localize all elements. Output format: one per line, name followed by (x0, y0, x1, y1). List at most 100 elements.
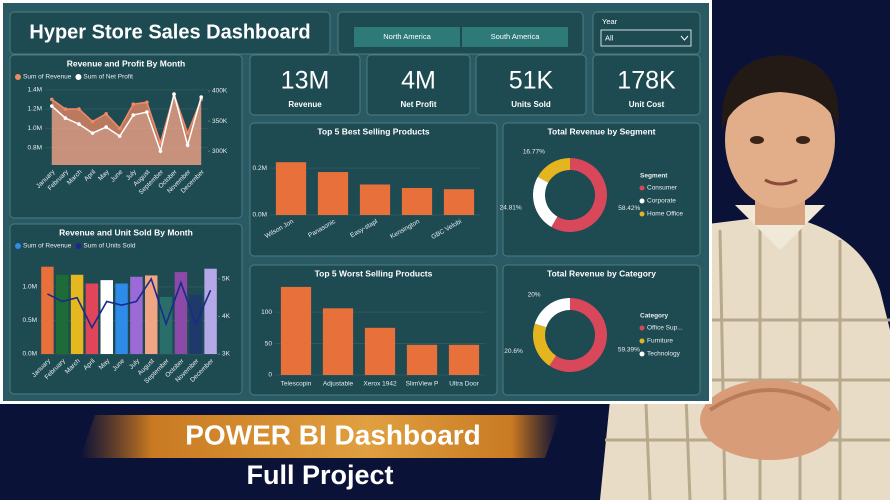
kpi-label: Revenue (288, 100, 322, 109)
bar (280, 286, 312, 375)
slice (534, 298, 570, 328)
point (104, 125, 108, 129)
y2-tick-label: 300K (212, 148, 228, 155)
point (185, 131, 190, 135)
slice (533, 323, 557, 366)
slice-label: 58.42% (618, 205, 640, 212)
legend-title: Segment (640, 173, 668, 180)
bar (130, 276, 143, 354)
y-tick-label: 0.0M (23, 351, 37, 358)
kpi-label: Unit Cost (629, 100, 665, 109)
chart-title: Revenue and Profit By Month (67, 58, 186, 68)
point (49, 104, 54, 108)
legend-swatch (639, 198, 645, 204)
bar (70, 274, 84, 354)
y-tick-label: 50 (265, 340, 273, 347)
point (90, 131, 95, 135)
x-tick-label: SlimView P (406, 381, 439, 388)
banner-band (80, 415, 560, 458)
bar (85, 283, 99, 354)
bar (56, 274, 69, 354)
y-tick-label: 100 (261, 309, 272, 316)
slice-label: 59.39% (618, 346, 640, 353)
slice (533, 176, 558, 227)
y-tick-label: 1.0M (23, 284, 37, 291)
y-tick-label: 0.0M (253, 212, 267, 219)
point (104, 112, 108, 116)
dashboard-title: Hyper Store Sales Dashboard (29, 21, 310, 43)
slice (551, 158, 608, 232)
point (199, 95, 204, 99)
point (90, 119, 95, 124)
year-dropdown[interactable] (600, 29, 692, 47)
slice-label: 16.77% (523, 148, 545, 155)
bar (401, 188, 433, 215)
kpi-label: Units Sold (511, 100, 551, 109)
legend-label: Sum of Units Sold (83, 243, 135, 250)
region-button-label: South America (491, 32, 541, 41)
kpi-card (366, 54, 471, 116)
kpi-label: Net Profit (401, 100, 437, 109)
point (172, 92, 176, 96)
region-button-label: North America (383, 32, 431, 41)
legend-swatch (639, 211, 645, 217)
bar (448, 344, 480, 375)
y-tick-label: 1.2M (28, 106, 42, 113)
point (185, 143, 190, 147)
y2-tick-label: 350K (212, 118, 228, 125)
point (117, 134, 122, 138)
kpi-card (249, 54, 361, 116)
bar (275, 162, 307, 215)
legend-label: Corporate (647, 198, 676, 205)
bar (359, 184, 391, 215)
slice-label: 20.6% (504, 348, 523, 355)
legend-swatch (75, 74, 82, 80)
point (77, 122, 81, 126)
line (51, 93, 202, 154)
legend-label: Technology (647, 351, 681, 358)
y2-tick-label: 5K (222, 276, 231, 283)
y-tick-label: 1.4M (28, 86, 42, 93)
legend-label: Office Sup... (647, 325, 683, 332)
y2-tick-label: 4K (222, 313, 231, 320)
chart-title: Top 5 Worst Selling Products (315, 268, 433, 278)
banner-title: POWER BI Dashboard (185, 419, 481, 450)
legend-swatch (639, 338, 645, 344)
y2-tick-label: 3K (222, 351, 231, 358)
chart-title: Top 5 Best Selling Products (317, 126, 430, 136)
year-slicer-label: Year (602, 17, 618, 26)
bar (145, 275, 158, 354)
legend-swatch (75, 243, 82, 249)
bar (100, 280, 113, 354)
point (145, 100, 149, 105)
kpi-value: 13M (281, 67, 330, 95)
year-dropdown-value: All (605, 33, 614, 42)
y2-tick-label: 400K (212, 88, 228, 95)
bar (41, 266, 54, 354)
line (47, 277, 212, 330)
presenter (600, 55, 890, 500)
area (51, 94, 202, 165)
dropdown-arrow (680, 35, 689, 41)
kpi-card (592, 54, 701, 116)
legend-label: Home Office (647, 211, 683, 218)
point (77, 107, 81, 111)
region-button[interactable] (354, 27, 460, 47)
banner-subtitle: Full Project (246, 460, 393, 490)
slice-label: 20% (528, 291, 541, 298)
chart-title: Revenue and Unit Sold By Month (59, 227, 193, 237)
area (51, 94, 202, 165)
point (158, 141, 163, 145)
point (145, 110, 149, 114)
legend-swatch (639, 325, 645, 331)
region-button[interactable] (462, 27, 568, 47)
bar (364, 327, 396, 375)
legend-label: Sum of Revenue (23, 243, 72, 250)
legend-swatch (639, 185, 645, 191)
point (158, 149, 163, 153)
dashboard-content: 13M Revenue 4M Net Profit 51K Units Sold 178K U… (9, 54, 701, 396)
kpi-value: 51K (509, 67, 554, 95)
y-tick-label: 1.0M (28, 125, 42, 132)
title-card (9, 11, 331, 55)
